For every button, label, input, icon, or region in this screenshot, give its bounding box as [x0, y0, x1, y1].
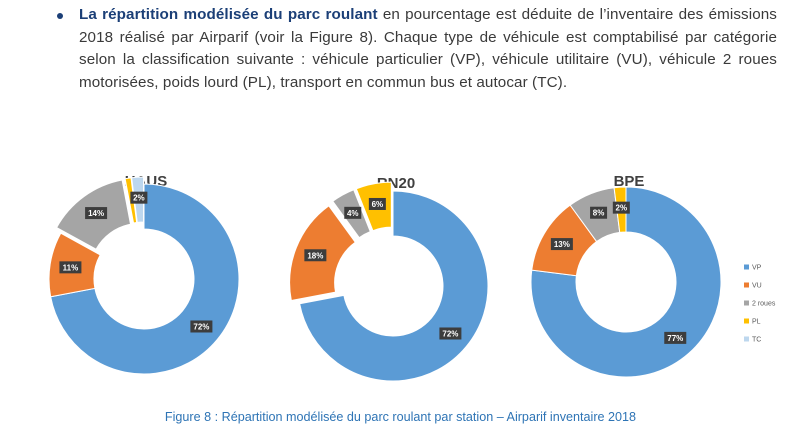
data-label: 4%	[347, 209, 359, 218]
data-label: 11%	[63, 263, 79, 272]
data-label-box	[590, 206, 608, 219]
description-paragraph: La répartition modélisée du parc roulant…	[57, 4, 777, 94]
paragraph-body: en pourcentage est déduite de l’inventai…	[79, 6, 777, 91]
legend-label-vp: VP	[752, 265, 762, 272]
figure-caption: Figure 8 : Répartition modélisée du parc…	[164, 410, 637, 424]
data-label: 6%	[372, 200, 384, 209]
legend-label-pl: PL	[752, 319, 761, 326]
donut-chart-bpe: BPE 77% 13% 8% 2%	[530, 173, 722, 378]
donut-charts-figure: HAUS72%11%14%2%RN2072%18%4%6%BPE77%13%8%…	[48, 173, 776, 382]
data-label-box	[368, 197, 386, 210]
data-label-box	[550, 238, 573, 251]
data-label-box	[130, 191, 148, 204]
paragraph-text: La répartition modélisée du parc roulant…	[79, 4, 777, 94]
legend-label-vu: VU	[752, 283, 762, 290]
data-label: 8%	[593, 209, 605, 218]
legend-swatch-pl	[744, 318, 749, 324]
legend-swatch-vu	[744, 282, 749, 288]
slice-vp	[530, 186, 722, 378]
data-label: 18%	[307, 251, 323, 260]
data-label: 77%	[667, 334, 683, 343]
data-label: 2%	[133, 194, 145, 203]
data-label-box	[190, 320, 213, 333]
chart-legend: VP VU 2 roues PL TC	[744, 264, 776, 344]
data-label-box	[664, 331, 687, 344]
bullet-icon	[57, 13, 63, 19]
data-label-box	[612, 201, 630, 214]
chart-title: BPE	[614, 173, 645, 190]
data-label-box	[59, 261, 82, 274]
paragraph-bold-lead: La répartition modélisée du parc roulant	[79, 6, 378, 23]
legend-swatch-2-roues	[744, 300, 749, 306]
data-label: 72%	[193, 322, 209, 331]
data-label: 2%	[616, 204, 628, 213]
data-label-box	[85, 207, 108, 220]
data-label-box	[304, 249, 327, 262]
data-label: 14%	[88, 209, 104, 218]
data-label-box	[439, 327, 462, 340]
legend-label-2-roues: 2 roues	[752, 301, 776, 308]
legend-swatch-tc	[744, 336, 749, 342]
legend-label-tc: TC	[752, 337, 761, 344]
legend-swatch-vp	[744, 264, 749, 270]
data-label-box	[344, 206, 362, 219]
data-label: 13%	[554, 240, 570, 249]
data-label: 72%	[442, 329, 458, 338]
